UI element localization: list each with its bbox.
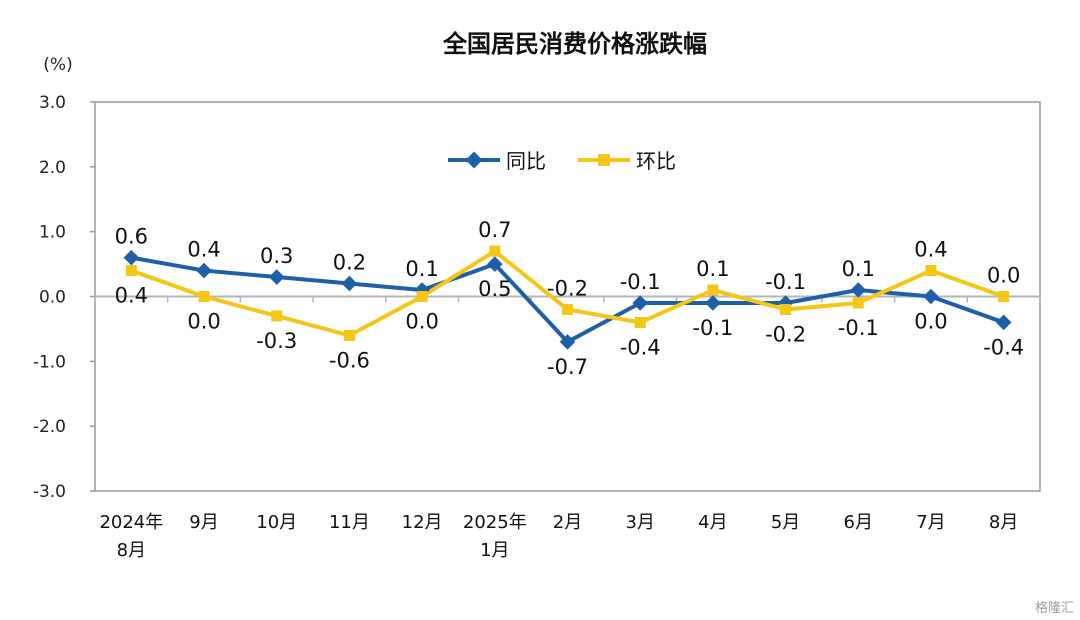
x-tick-label: 8月	[117, 540, 146, 561]
data-label-mom: 0.0	[187, 310, 220, 334]
y-tick-label: -2.0	[33, 417, 66, 437]
data-point-yoy	[923, 288, 939, 305]
data-point-yoy	[341, 275, 358, 292]
data-label-mom: -0.3	[256, 329, 297, 353]
data-label-yoy: 0.1	[842, 257, 875, 281]
data-point-mom	[198, 291, 210, 302]
legend: 同比 环比	[448, 149, 676, 173]
x-tick-label: 9月	[189, 512, 218, 533]
chart-title: 全国居民消费价格涨跌幅	[442, 30, 707, 58]
data-label-mom: -0.2	[765, 322, 806, 346]
x-tick-label: 1月	[480, 540, 509, 561]
x-axis-ticks: 2024年 8月 9月 10月 11月 12月 2025年 1月 2月 3月 4月 5月 6月 7月 8月	[94, 296, 1041, 561]
data-point-yoy	[268, 269, 285, 285]
x-tick-label: 7月	[916, 512, 945, 533]
y-tick-label: 3.0	[39, 93, 66, 113]
data-label-yoy: 0.5	[478, 277, 511, 301]
data-point-mom	[780, 303, 792, 315]
y-axis-unit: (%)	[43, 55, 72, 75]
data-label-mom: 0.1	[696, 257, 729, 281]
x-tick-label: 8月	[989, 512, 1018, 533]
data-point-yoy	[850, 282, 867, 298]
y-tick-label: -3.0	[33, 482, 66, 502]
data-label-mom: -0.1	[838, 316, 879, 340]
data-point-mom	[634, 316, 646, 328]
x-tick-label: 12月	[402, 512, 443, 533]
data-label-mom: 0.0	[405, 310, 438, 334]
x-tick-label: 2025年	[463, 512, 527, 533]
data-point-mom	[343, 329, 355, 341]
data-point-yoy	[995, 314, 1012, 331]
data-label-yoy: -0.1	[692, 316, 733, 340]
data-label-yoy: 0.3	[260, 244, 293, 268]
x-tick-label: 10月	[256, 512, 297, 533]
x-tick-label: 2月	[553, 512, 582, 533]
data-label-yoy: 0.1	[405, 257, 438, 281]
data-point-mom	[707, 284, 719, 296]
data-label-mom: -0.4	[620, 335, 661, 359]
y-tick-label: 0.0	[39, 288, 66, 308]
data-point-yoy	[705, 295, 721, 311]
data-label-yoy: 0.4	[187, 238, 220, 262]
legend-label-yoy: 同比	[506, 149, 546, 173]
legend-label-mom: 环比	[636, 149, 676, 173]
data-label-mom: 0.4	[115, 284, 148, 308]
x-tick-label: 2024年	[99, 512, 163, 533]
y-tick-label: -1.0	[33, 352, 66, 372]
data-label-mom: 0.4	[914, 238, 947, 262]
data-point-mom	[125, 265, 137, 277]
data-point-mom	[852, 297, 864, 309]
data-label-mom: 0.7	[478, 218, 511, 242]
data-label-mom: -0.2	[547, 276, 588, 300]
data-point-yoy	[123, 249, 140, 266]
data-point-yoy	[196, 262, 212, 279]
data-point-mom	[489, 245, 501, 257]
x-tick-label: 6月	[844, 512, 873, 533]
data-label-mom: -0.6	[329, 348, 370, 372]
watermark: 格隆汇	[1035, 600, 1074, 616]
x-tick-label: 4月	[698, 512, 727, 533]
data-label-yoy: -0.1	[765, 270, 806, 294]
y-tick-label: 1.0	[39, 223, 66, 243]
y-tick-label: 2.0	[39, 158, 66, 178]
data-point-mom	[562, 303, 573, 315]
data-point-mom	[416, 291, 428, 302]
data-label-yoy: 0.2	[333, 251, 366, 275]
legend-marker-mom	[598, 154, 610, 166]
data-point-mom	[271, 310, 283, 322]
data-labels: 0.6 0.4 0.4 0.0 0.3 -0.3 0.2 -0.6 0.1 0.0 0.5 0.7 -0…	[115, 218, 1025, 379]
legend-marker-yoy	[465, 151, 483, 169]
data-point-yoy	[632, 295, 648, 311]
y-axis-ticks: 3.0 2.0 1.0 0.0 -1.0 -2.0 -3.0	[33, 93, 95, 502]
data-label-mom: 0.0	[987, 264, 1020, 288]
data-label-yoy: 0.6	[115, 225, 148, 249]
data-label-yoy: 0.0	[914, 310, 947, 334]
x-tick-label: 5月	[771, 512, 800, 533]
data-point-mom	[925, 265, 937, 277]
x-tick-label: 3月	[625, 512, 654, 533]
series-layer	[123, 245, 1012, 350]
x-tick-label: 11月	[329, 512, 370, 533]
data-label-yoy: -0.4	[983, 335, 1024, 359]
data-label-yoy: -0.1	[620, 270, 661, 294]
data-label-yoy: -0.7	[547, 355, 588, 379]
data-point-mom	[998, 291, 1010, 302]
